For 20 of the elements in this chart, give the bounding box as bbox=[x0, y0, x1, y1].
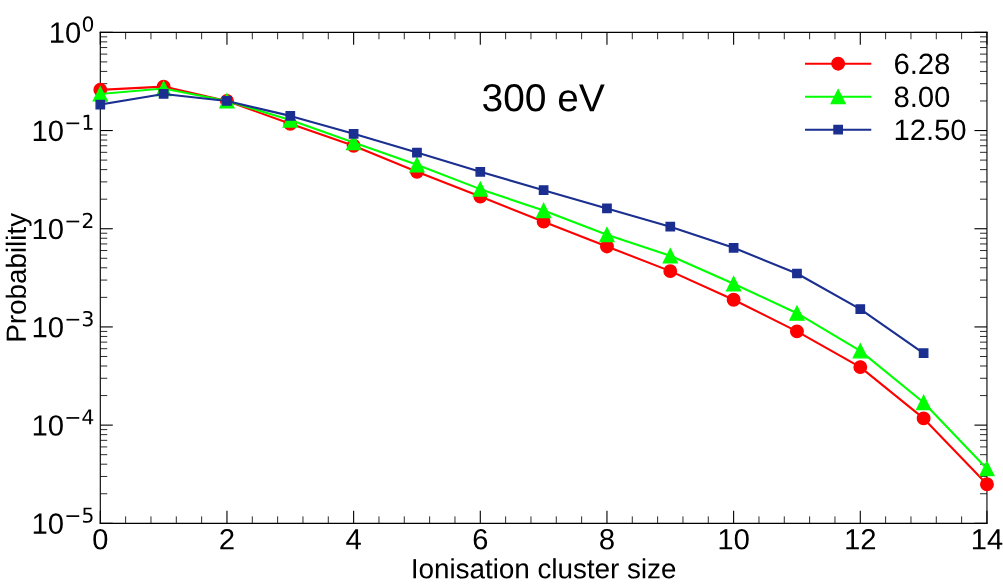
legend-label: 8.00 bbox=[894, 86, 950, 108]
x-axis-title: Ionisation cluster size bbox=[413, 558, 676, 579]
legend-label: 12.50 bbox=[895, 119, 966, 141]
legend-label: 6.28 bbox=[895, 53, 950, 75]
y-tick-label: 10$^{0}$ bbox=[51, 16, 94, 43]
x-tick-label: 2 bbox=[220, 528, 234, 550]
y-tick-label: 10$^{−1}$ bbox=[33, 114, 93, 142]
y-tick-label: 10$^{−2}$ bbox=[33, 212, 93, 240]
y-tick-label: 10$^{−3}$ bbox=[33, 310, 93, 338]
x-tick-label: 4 bbox=[346, 529, 361, 550]
x-tick-label: 10 bbox=[719, 528, 749, 550]
x-tick-label: 6 bbox=[473, 528, 488, 550]
x-tick-label: 14 bbox=[972, 529, 1003, 550]
y-tick-label: 10$^{−4}$ bbox=[33, 409, 94, 436]
annotation: 300 eV bbox=[483, 83, 605, 112]
x-tick-label: 8 bbox=[600, 528, 614, 550]
y-tick-label: 10$^{−5}$ bbox=[33, 507, 93, 534]
x-tick-label: 12 bbox=[846, 528, 876, 550]
x-tick-label: 0 bbox=[93, 528, 108, 550]
y-axis-title: Probability bbox=[5, 213, 32, 341]
